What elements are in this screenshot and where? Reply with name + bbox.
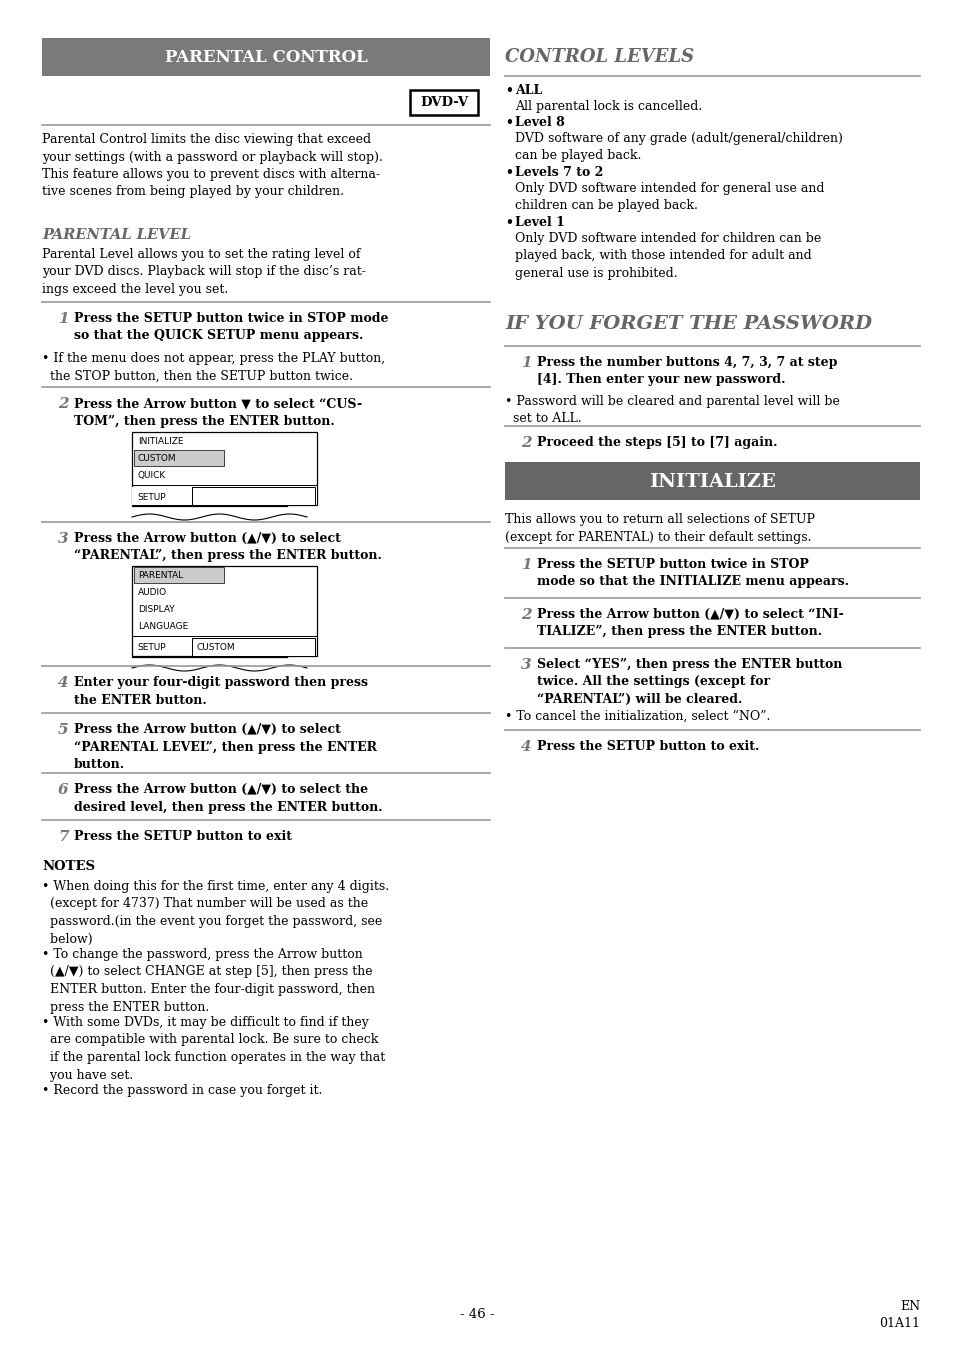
Text: •: • — [504, 116, 513, 129]
Bar — [132, 487, 316, 506]
Text: 1: 1 — [520, 356, 531, 369]
Text: 2: 2 — [520, 608, 531, 621]
Text: PARENTAL LEVEL: PARENTAL LEVEL — [42, 228, 191, 243]
Text: •: • — [504, 166, 513, 179]
Text: NOTES: NOTES — [42, 860, 95, 874]
Text: Press the SETUP button to exit.: Press the SETUP button to exit. — [537, 740, 759, 754]
Text: Press the number buttons 4, 7, 3, 7 at step
[4]. Then enter your new password.: Press the number buttons 4, 7, 3, 7 at s… — [537, 356, 837, 387]
Bar — [133, 450, 224, 466]
Text: Parental Level allows you to set the rating level of
your DVD discs. Playback wi: Parental Level allows you to set the rat… — [42, 248, 366, 297]
Bar — [410, 90, 477, 115]
Bar — [132, 431, 316, 506]
Text: PARENTAL: PARENTAL — [138, 572, 183, 580]
Text: CONTROL LEVELS: CONTROL LEVELS — [504, 49, 694, 66]
Text: Parental Control limits the disc viewing that exceed
your settings (with a passw: Parental Control limits the disc viewing… — [42, 133, 382, 198]
Text: Press the SETUP button twice in STOP mode
so that the QUICK SETUP menu appears.: Press the SETUP button twice in STOP mod… — [74, 311, 388, 342]
Text: 1: 1 — [520, 558, 531, 572]
Text: Levels 7 to 2: Levels 7 to 2 — [515, 166, 602, 179]
Text: • When doing this for the first time, enter any 4 digits.
  (except for 4737) Th: • When doing this for the first time, en… — [42, 880, 389, 945]
Text: - 46 -: - 46 - — [459, 1308, 494, 1321]
Text: Proceed the steps [5] to [7] again.: Proceed the steps [5] to [7] again. — [537, 435, 777, 449]
Text: LANGUAGE: LANGUAGE — [138, 621, 188, 631]
Text: QUICK: QUICK — [138, 470, 166, 480]
Text: Press the Arrow button (▲/▼) to select the
desired level, then press the ENTER b: Press the Arrow button (▲/▼) to select t… — [74, 783, 382, 813]
Text: 1: 1 — [58, 311, 69, 326]
Text: Enter your four-digit password then press
the ENTER button.: Enter your four-digit password then pres… — [74, 675, 368, 706]
Text: DVD software of any grade (adult/general/children)
can be played back.: DVD software of any grade (adult/general… — [515, 132, 842, 163]
Text: Only DVD software intended for general use and
children can be played back.: Only DVD software intended for general u… — [515, 182, 823, 213]
Text: •: • — [504, 84, 513, 97]
Text: • If the menu does not appear, press the PLAY button,
  the STOP button, then th: • If the menu does not appear, press the… — [42, 352, 385, 383]
Text: CUSTOM: CUSTOM — [196, 643, 235, 652]
Text: • Password will be cleared and parental level will be
  set to ALL.: • Password will be cleared and parental … — [504, 395, 839, 426]
Text: Press the Arrow button (▲/▼) to select
“PARENTAL”, then press the ENTER button.: Press the Arrow button (▲/▼) to select “… — [74, 532, 381, 562]
Text: AUDIO: AUDIO — [138, 588, 167, 597]
Text: 2: 2 — [58, 398, 69, 411]
Bar — [192, 638, 314, 656]
Text: •: • — [504, 216, 513, 229]
Text: • To change the password, press the Arrow button
  (▲/▼) to select CHANGE at ste: • To change the password, press the Arro… — [42, 948, 375, 1014]
Text: 3: 3 — [58, 532, 69, 546]
Text: IF YOU FORGET THE PASSWORD: IF YOU FORGET THE PASSWORD — [504, 315, 871, 333]
Text: 7: 7 — [58, 830, 69, 844]
Text: SETUP: SETUP — [137, 643, 166, 652]
Text: PARENTAL CONTROL: PARENTAL CONTROL — [165, 49, 367, 66]
Text: This allows you to return all selections of SETUP
(except for PARENTAL) to their: This allows you to return all selections… — [504, 514, 814, 543]
Bar — [133, 568, 224, 582]
Text: 01A11: 01A11 — [878, 1317, 919, 1330]
Text: Only DVD software intended for children can be
played back, with those intended : Only DVD software intended for children … — [515, 232, 821, 280]
Text: • To cancel the initialization, select “NO”.: • To cancel the initialization, select “… — [504, 710, 770, 723]
Bar — [504, 462, 919, 500]
Text: • Record the password in case you forget it.: • Record the password in case you forget… — [42, 1084, 322, 1097]
Bar — [132, 566, 316, 656]
Bar — [192, 487, 314, 506]
Text: Level 1: Level 1 — [515, 216, 564, 229]
Text: 5: 5 — [58, 723, 69, 737]
Text: 4: 4 — [58, 675, 69, 690]
Text: Press the Arrow button ▼ to select “CUS-
TOM”, then press the ENTER button.: Press the Arrow button ▼ to select “CUS-… — [74, 398, 362, 427]
Text: 6: 6 — [58, 783, 69, 797]
Text: Level 8: Level 8 — [515, 116, 564, 129]
Text: Press the SETUP button twice in STOP
mode so that the INITIALIZE menu appears.: Press the SETUP button twice in STOP mod… — [537, 558, 848, 589]
Text: 3: 3 — [520, 658, 531, 673]
Text: ALL: ALL — [515, 84, 541, 97]
Text: All parental lock is cancelled.: All parental lock is cancelled. — [515, 100, 701, 113]
Text: DVD-V: DVD-V — [419, 96, 468, 108]
Text: 2: 2 — [520, 435, 531, 450]
Text: • With some DVDs, it may be difficult to find if they
  are compatible with pare: • With some DVDs, it may be difficult to… — [42, 1016, 385, 1081]
Text: Press the SETUP button to exit: Press the SETUP button to exit — [74, 830, 292, 842]
Bar — [42, 38, 490, 75]
Text: 4: 4 — [520, 740, 531, 754]
Text: INITIALIZE: INITIALIZE — [648, 473, 775, 491]
Text: CUSTOM: CUSTOM — [138, 454, 176, 462]
Text: Press the Arrow button (▲/▼) to select “INI-
TIALIZE”, then press the ENTER butt: Press the Arrow button (▲/▼) to select “… — [537, 608, 842, 639]
Text: SETUP: SETUP — [137, 492, 166, 501]
Text: DISPLAY: DISPLAY — [138, 605, 174, 613]
Text: Press the Arrow button (▲/▼) to select
“PARENTAL LEVEL”, then press the ENTER
bu: Press the Arrow button (▲/▼) to select “… — [74, 723, 376, 771]
Text: Select “YES”, then press the ENTER button
twice. All the settings (except for
“P: Select “YES”, then press the ENTER butto… — [537, 658, 841, 706]
Text: EN: EN — [899, 1299, 919, 1313]
Text: INITIALIZE: INITIALIZE — [138, 437, 183, 446]
